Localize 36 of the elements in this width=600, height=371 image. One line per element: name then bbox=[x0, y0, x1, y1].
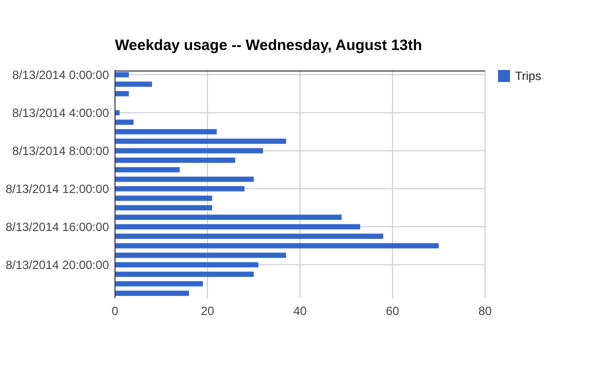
bar bbox=[115, 234, 384, 239]
y-tick-label: 8/13/2014 16:00:00 bbox=[6, 220, 110, 234]
x-tick-label: 40 bbox=[293, 304, 307, 318]
bar bbox=[115, 196, 212, 201]
bar bbox=[115, 176, 254, 182]
bar bbox=[115, 272, 254, 277]
bar bbox=[115, 252, 286, 258]
bar bbox=[115, 148, 263, 154]
bar bbox=[115, 82, 152, 87]
bar bbox=[115, 224, 360, 230]
x-tick-label: 0 bbox=[112, 304, 119, 318]
bar bbox=[115, 158, 236, 163]
bar bbox=[115, 110, 120, 116]
bar bbox=[115, 243, 439, 248]
bar bbox=[115, 72, 129, 78]
bar bbox=[115, 120, 134, 125]
legend-label: Trips bbox=[515, 69, 542, 84]
bar bbox=[115, 214, 342, 220]
bar bbox=[115, 262, 258, 268]
bar bbox=[115, 281, 203, 286]
y-tick-label: 8/13/2014 4:00:00 bbox=[12, 106, 110, 120]
bar bbox=[115, 138, 286, 144]
bar bbox=[115, 186, 244, 192]
bar bbox=[115, 205, 212, 210]
x-tick-label: 80 bbox=[478, 304, 492, 318]
chart-title: Weekday usage -- Wednesday, August 13th bbox=[115, 37, 422, 54]
x-tick-label: 20 bbox=[200, 304, 214, 318]
bar bbox=[115, 129, 217, 134]
y-tick-label: 8/13/2014 20:00:00 bbox=[6, 258, 110, 272]
y-tick-label: 8/13/2014 0:00:00 bbox=[12, 68, 110, 82]
bar bbox=[115, 290, 189, 296]
x-tick-label: 60 bbox=[386, 304, 400, 318]
bar bbox=[115, 91, 129, 96]
bar bbox=[115, 167, 180, 172]
y-tick-label: 8/13/2014 12:00:00 bbox=[6, 182, 110, 196]
y-tick-label: 8/13/2014 8:00:00 bbox=[12, 144, 110, 158]
